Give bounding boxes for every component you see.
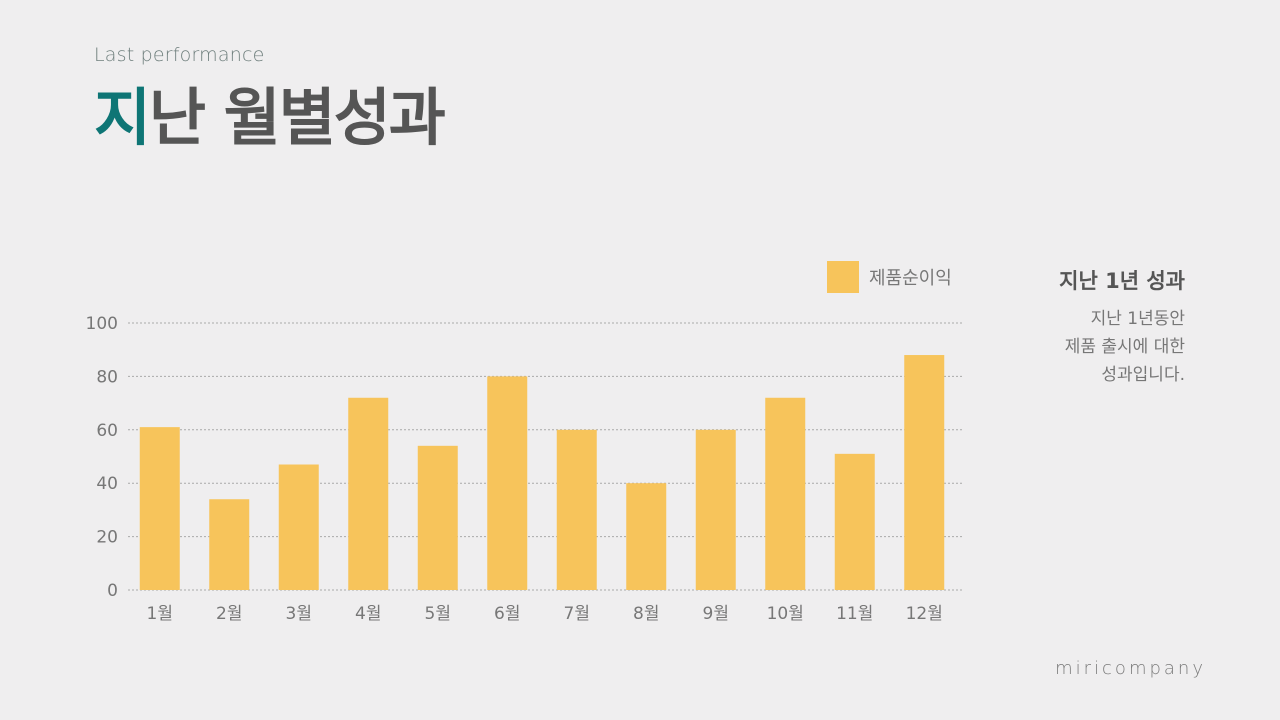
page-title: 지난 월별성과 (94, 81, 446, 154)
bar (487, 376, 528, 590)
y-tick-label: 0 (107, 581, 118, 601)
bar (626, 483, 667, 590)
bar (904, 355, 945, 590)
title-rest: 난 월별성과 (149, 81, 446, 154)
x-tick-label: 7월 (564, 604, 590, 624)
bar (765, 397, 806, 590)
x-tick-label: 9월 (703, 604, 729, 624)
bar (695, 429, 736, 590)
x-tick-label: 3월 (286, 604, 312, 624)
page-subtitle: Last performance (94, 44, 265, 66)
y-tick-label: 80 (96, 367, 118, 387)
side-line: 성과입니다. (1101, 365, 1185, 385)
legend-label: 제품순이익 (869, 268, 952, 289)
title-accent: 지 (94, 81, 151, 154)
x-tick-label: 10월 (767, 604, 804, 624)
side-heading: 지난 1년 성과 (1059, 269, 1185, 293)
x-tick-label: 1월 (147, 604, 173, 624)
x-tick-label: 5월 (425, 604, 451, 624)
bar (556, 429, 597, 590)
x-tick-label: 4월 (355, 604, 381, 624)
x-tick-label: 6월 (494, 604, 520, 624)
x-tick-label: 12월 (906, 604, 943, 624)
x-tick-label: 2월 (216, 604, 242, 624)
bar (348, 397, 389, 590)
bar (209, 499, 250, 590)
legend-swatch (827, 261, 859, 293)
side-line: 제품 출시에 대한 (1064, 337, 1185, 357)
side-description: 지난 1년동안 제품 출시에 대한 성과입니다. (1065, 305, 1185, 389)
x-tick-label: 8월 (633, 604, 659, 624)
bar (139, 427, 180, 590)
y-tick-label: 40 (96, 474, 118, 494)
y-tick-label: 20 (96, 528, 118, 548)
bar (834, 453, 875, 590)
bar (417, 445, 458, 590)
side-line: 지난 1년동안 (1090, 309, 1185, 329)
y-tick-label: 60 (96, 421, 118, 441)
brand-name: miricompany (1055, 658, 1206, 679)
bar (278, 464, 319, 590)
y-tick-label: 100 (86, 314, 118, 334)
x-tick-label: 11월 (836, 604, 873, 624)
